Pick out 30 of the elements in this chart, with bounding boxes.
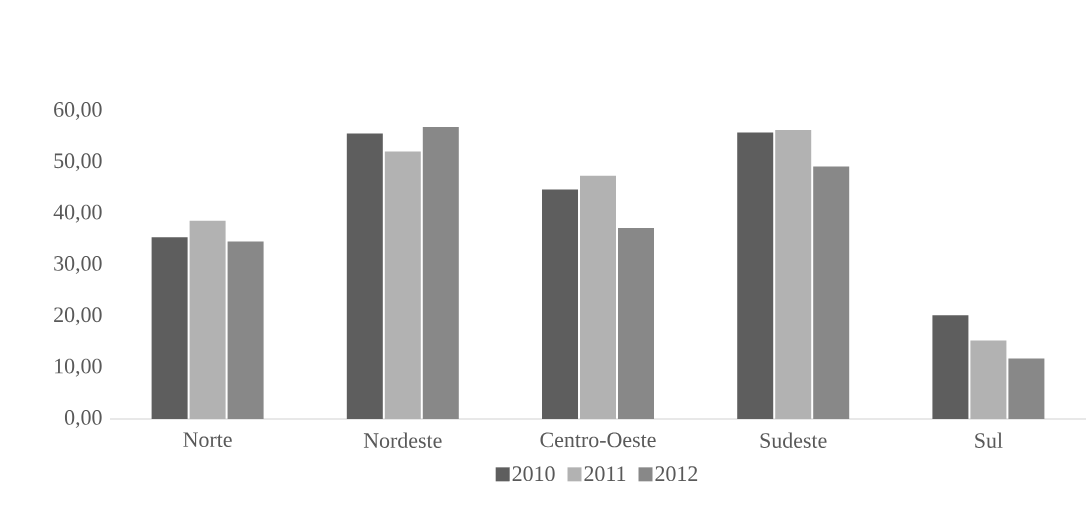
x-tick-label: Centro-Oeste	[540, 432, 656, 448]
x-tick-label: Nordeste	[363, 432, 442, 448]
x-tick-label: Sudeste	[760, 432, 827, 448]
y-tick-label: 20,00	[54, 307, 102, 326]
x-tick-label: Norte	[183, 432, 232, 448]
bar	[542, 189, 579, 419]
legend-label: 2010	[512, 466, 555, 482]
bar	[580, 175, 616, 419]
y-tick-label: 0,00	[64, 410, 102, 428]
y-tick-label: 50,00	[54, 153, 102, 172]
legend-label: 2011	[584, 466, 626, 482]
bar	[151, 237, 188, 419]
bar	[618, 228, 654, 419]
bar	[775, 130, 812, 419]
bar	[932, 315, 969, 419]
bar	[737, 132, 774, 419]
bar	[189, 220, 226, 419]
y-tick-label: 60,00	[54, 102, 102, 120]
bar	[813, 166, 850, 419]
bar	[227, 241, 264, 419]
bar	[422, 126, 459, 419]
y-tick-label: 30,00	[54, 256, 102, 274]
legend-label: 2012	[655, 466, 698, 482]
y-tick-label: 10,00	[55, 358, 102, 377]
x-tick-label: Sul	[975, 432, 1003, 448]
bar	[384, 151, 421, 419]
bar	[1008, 358, 1045, 419]
bar	[346, 133, 383, 419]
y-tick-label: 40,00	[53, 204, 102, 223]
bar	[970, 340, 1007, 419]
